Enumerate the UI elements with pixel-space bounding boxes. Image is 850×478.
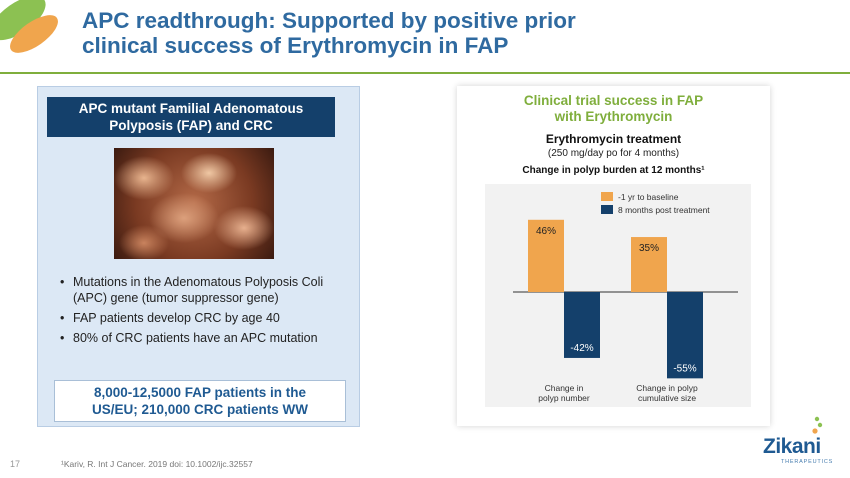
legend-swatch bbox=[601, 205, 613, 214]
category-label: polyp number bbox=[538, 393, 590, 403]
legend-label: -1 yr to baseline bbox=[618, 192, 679, 202]
category-label: cumulative size bbox=[638, 393, 696, 403]
data-label: 35% bbox=[639, 243, 659, 254]
bullet-item: 80% of CRC patients have an APC mutation bbox=[58, 330, 353, 346]
slide-title-line2: clinical success of Erythromycin in FAP bbox=[82, 33, 509, 58]
colon-polyp-photo bbox=[114, 148, 274, 259]
fap-bullet-list: Mutations in the Adenomatous Polyposis C… bbox=[58, 274, 353, 350]
patient-count-box: 8,000-12,5000 FAP patients in the US/EU;… bbox=[54, 380, 346, 422]
bullet-item: Mutations in the Adenomatous Polyposis C… bbox=[58, 274, 353, 306]
patient-count-line2: US/EU; 210,000 CRC patients WW bbox=[91, 402, 309, 417]
fap-heading-line2: Polyposis (FAP) and CRC bbox=[109, 118, 273, 133]
data-label: -55% bbox=[673, 363, 696, 374]
bullet-item: FAP patients develop CRC by age 40 bbox=[58, 310, 353, 326]
fap-panel-heading: APC mutant Familial Adenomatous Polyposi… bbox=[47, 97, 335, 137]
bar-post-1 bbox=[667, 292, 703, 379]
chart-title: Change in polyp burden at 12 months¹ bbox=[522, 165, 705, 176]
legend-swatch bbox=[601, 192, 613, 201]
data-label: -42% bbox=[570, 343, 593, 354]
slide-title-line1: APC readthrough: Supported by positive p… bbox=[82, 8, 576, 33]
brand-subtitle: THERAPEUTICS bbox=[781, 459, 834, 465]
logo-dots-icon bbox=[812, 416, 823, 434]
title-divider bbox=[0, 72, 850, 74]
treatment-label: Erythromycin treatment bbox=[545, 132, 682, 146]
brand-name: Zikani bbox=[763, 435, 821, 458]
dose-label: (250 mg/day po for 4 months) bbox=[547, 148, 680, 159]
slide-title: APC readthrough: Supported by positive p… bbox=[82, 8, 702, 58]
chart-panel-title-line1: Clinical trial success in FAP bbox=[523, 93, 704, 108]
zikani-logo: Zikani THERAPEUTICS bbox=[757, 415, 837, 470]
page-number: 17 bbox=[10, 459, 21, 469]
trial-chart-panel: Clinical trial success in FAP with Eryth… bbox=[457, 86, 770, 426]
plot-area bbox=[485, 184, 751, 407]
data-label: 46% bbox=[536, 226, 556, 237]
footnote: ¹Kariv, R. Int J Cancer. 2019 doi: 10.10… bbox=[61, 459, 253, 469]
category-label: Change in bbox=[545, 383, 584, 393]
bar-baseline-1 bbox=[631, 237, 667, 292]
bar-post-0 bbox=[564, 292, 600, 358]
chart-panel-title-line2: with Erythromycin bbox=[554, 109, 673, 124]
chart-panel-title: Clinical trial success in FAP with Eryth… bbox=[457, 93, 770, 125]
category-label: Change in polyp bbox=[636, 383, 698, 393]
legend-label: 8 months post treatment bbox=[618, 205, 710, 215]
fap-info-panel: APC mutant Familial Adenomatous Polyposi… bbox=[37, 86, 360, 427]
corner-leaf-logo bbox=[0, 0, 58, 53]
bar-baseline-0 bbox=[528, 219, 564, 292]
fap-heading-line1: APC mutant Familial Adenomatous bbox=[78, 101, 304, 116]
patient-count-line1: 8,000-12,5000 FAP patients in the bbox=[93, 385, 307, 400]
